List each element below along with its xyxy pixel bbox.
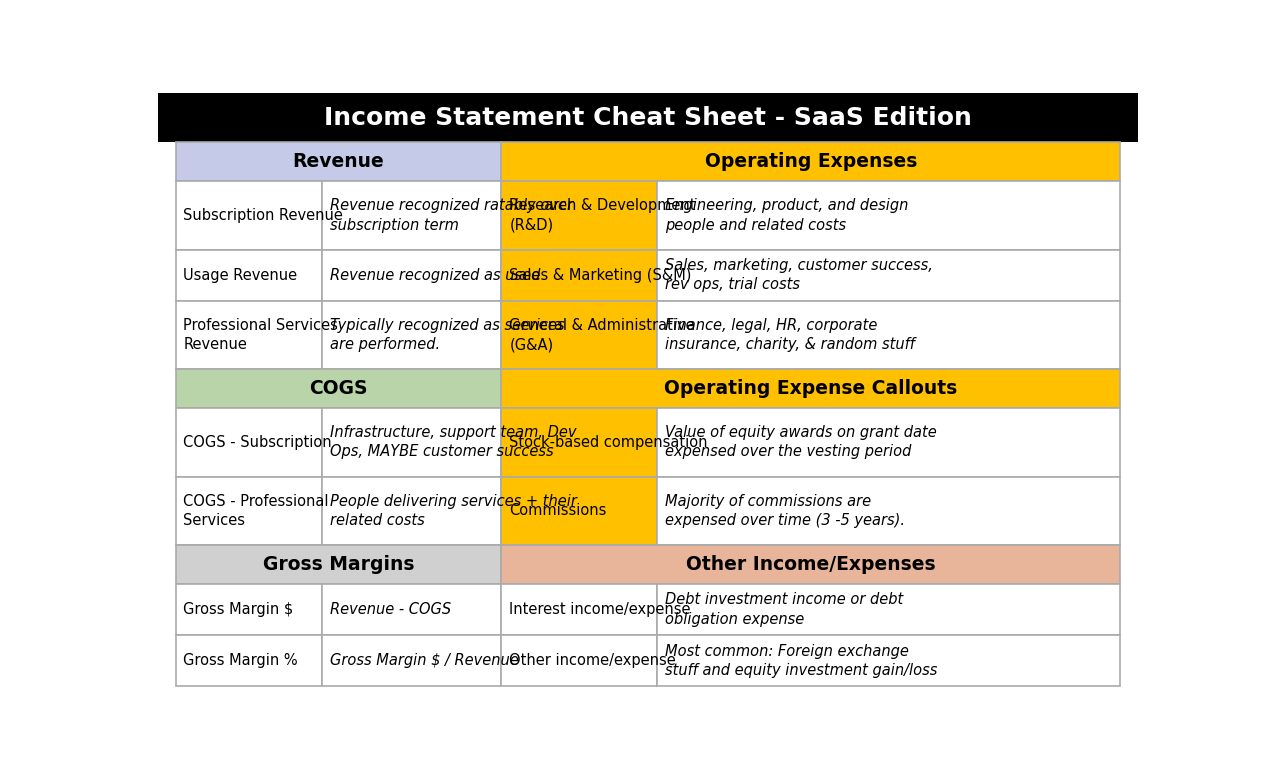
FancyBboxPatch shape <box>657 635 1120 686</box>
Text: Operating Expenses: Operating Expenses <box>704 152 916 171</box>
Text: Gross Margin $: Gross Margin $ <box>183 602 293 617</box>
Text: Engineering, product, and design
people and related costs: Engineering, product, and design people … <box>665 198 909 233</box>
FancyBboxPatch shape <box>657 408 1120 477</box>
Text: Most common: Foreign exchange
stuff and equity investment gain/loss: Most common: Foreign exchange stuff and … <box>665 643 938 678</box>
Text: Income Statement Cheat Sheet - SaaS Edition: Income Statement Cheat Sheet - SaaS Edit… <box>324 106 972 130</box>
FancyBboxPatch shape <box>176 370 502 408</box>
Text: General & Administrative
(G&A): General & Administrative (G&A) <box>509 318 695 352</box>
Text: Infrastructure, support team, Dev
Ops, MAYBE customer success: Infrastructure, support team, Dev Ops, M… <box>330 426 576 460</box>
Text: Professional Services
Revenue: Professional Services Revenue <box>183 318 339 352</box>
Text: Other Income/Expenses: Other Income/Expenses <box>686 555 935 574</box>
Text: Usage Revenue: Usage Revenue <box>183 268 297 283</box>
FancyBboxPatch shape <box>176 477 322 545</box>
FancyBboxPatch shape <box>502 301 657 370</box>
Text: Sales & Marketing (S&M): Sales & Marketing (S&M) <box>509 268 691 283</box>
Text: Gross Margin %: Gross Margin % <box>183 654 298 668</box>
Text: Sales, marketing, customer success,
rev ops, trial costs: Sales, marketing, customer success, rev … <box>665 258 933 293</box>
Text: Revenue: Revenue <box>293 152 384 171</box>
Text: COGS - Subscription: COGS - Subscription <box>183 435 332 450</box>
FancyBboxPatch shape <box>176 408 322 477</box>
FancyBboxPatch shape <box>322 250 502 301</box>
Text: Gross Margins: Gross Margins <box>263 555 415 574</box>
FancyBboxPatch shape <box>657 301 1120 370</box>
FancyBboxPatch shape <box>176 301 322 370</box>
FancyBboxPatch shape <box>502 408 657 477</box>
FancyBboxPatch shape <box>322 635 502 686</box>
Text: Typically recognized as services
are performed.: Typically recognized as services are per… <box>330 318 564 352</box>
FancyBboxPatch shape <box>176 142 502 181</box>
FancyBboxPatch shape <box>176 584 322 635</box>
FancyBboxPatch shape <box>176 181 322 250</box>
Text: Subscription Revenue: Subscription Revenue <box>183 208 344 223</box>
FancyBboxPatch shape <box>502 250 657 301</box>
Text: Gross Margin $ / Revenue: Gross Margin $ / Revenue <box>330 654 518 668</box>
FancyBboxPatch shape <box>176 545 502 584</box>
FancyBboxPatch shape <box>657 477 1120 545</box>
Text: Majority of commissions are
expensed over time (3 -5 years).: Majority of commissions are expensed ove… <box>665 494 905 528</box>
Text: Value of equity awards on grant date
expensed over the vesting period: Value of equity awards on grant date exp… <box>665 426 937 460</box>
FancyBboxPatch shape <box>322 477 502 545</box>
FancyBboxPatch shape <box>322 181 502 250</box>
FancyBboxPatch shape <box>502 584 657 635</box>
Text: Operating Expense Callouts: Operating Expense Callouts <box>664 380 957 398</box>
FancyBboxPatch shape <box>322 408 502 477</box>
Text: Revenue - COGS: Revenue - COGS <box>330 602 451 617</box>
FancyBboxPatch shape <box>502 545 1120 584</box>
Text: Stock-based compensation: Stock-based compensation <box>509 435 708 450</box>
FancyBboxPatch shape <box>502 142 1120 181</box>
FancyBboxPatch shape <box>502 477 657 545</box>
Text: People delivering services + their
related costs: People delivering services + their relat… <box>330 494 576 528</box>
FancyBboxPatch shape <box>158 93 1138 142</box>
FancyBboxPatch shape <box>502 370 1120 408</box>
FancyBboxPatch shape <box>657 181 1120 250</box>
Text: Revenue recognized as used: Revenue recognized as used <box>330 268 540 283</box>
FancyBboxPatch shape <box>322 584 502 635</box>
Text: Interest income/expense: Interest income/expense <box>509 602 690 617</box>
Text: Research & Development
(R&D): Research & Development (R&D) <box>509 198 695 233</box>
FancyBboxPatch shape <box>322 301 502 370</box>
FancyBboxPatch shape <box>176 250 322 301</box>
FancyBboxPatch shape <box>657 584 1120 635</box>
Text: COGS: COGS <box>310 380 368 398</box>
Text: Other income/expense: Other income/expense <box>509 654 676 668</box>
Text: Commissions: Commissions <box>509 503 607 518</box>
FancyBboxPatch shape <box>176 635 322 686</box>
Text: COGS - Professional
Services: COGS - Professional Services <box>183 494 329 528</box>
Text: Debt investment income or debt
obligation expense: Debt investment income or debt obligatio… <box>665 592 904 626</box>
Text: Revenue recognized ratably over
subscription term: Revenue recognized ratably over subscrip… <box>330 198 573 233</box>
FancyBboxPatch shape <box>657 250 1120 301</box>
FancyBboxPatch shape <box>502 635 657 686</box>
FancyBboxPatch shape <box>502 181 657 250</box>
Text: Finance, legal, HR, corporate
insurance, charity, & random stuff: Finance, legal, HR, corporate insurance,… <box>665 318 915 352</box>
